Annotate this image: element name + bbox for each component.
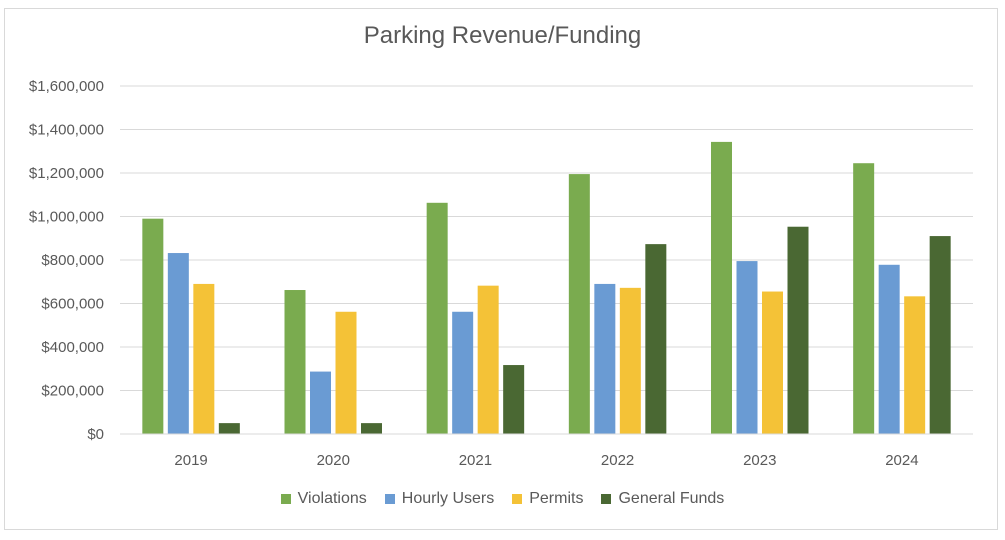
y-tick-label: $1,600,000 xyxy=(29,78,104,95)
bar-violations-2024 xyxy=(853,163,875,434)
legend-item-hourly-users: Hourly Users xyxy=(384,490,495,508)
legend-label: Hourly Users xyxy=(401,490,495,507)
chart-legend: Violations Hourly Users Permits General Fun… xyxy=(0,490,1005,508)
bar-general-funds-2022 xyxy=(645,244,667,434)
bar-violations-2021 xyxy=(426,202,448,434)
bar-general-funds-2021 xyxy=(503,365,525,434)
bar-permits-2021 xyxy=(477,285,499,434)
bar-hourly-users-2023 xyxy=(736,261,758,434)
y-tick-label: $1,200,000 xyxy=(29,165,104,182)
x-tick-label: 2019 xyxy=(174,452,207,469)
bar-violations-2023 xyxy=(711,141,732,434)
bar-general-funds-2023 xyxy=(787,226,809,434)
x-tick-label: 2024 xyxy=(885,452,918,469)
legend-swatch xyxy=(384,494,395,504)
legend-swatch xyxy=(601,494,612,504)
bar-permits-2022 xyxy=(619,287,641,434)
y-tick-label: $200,000 xyxy=(41,383,104,400)
bar-hourly-users-2021 xyxy=(452,311,474,434)
legend-label: Violations xyxy=(297,490,367,507)
bar-general-funds-2019 xyxy=(218,423,240,434)
bar-permits-2023 xyxy=(762,291,783,434)
legend-label: Permits xyxy=(529,490,584,507)
bar-violations-2022 xyxy=(568,174,590,434)
legend-swatch xyxy=(512,494,523,504)
legend-item-permits: Permits xyxy=(512,490,583,508)
y-tick-label: $400,000 xyxy=(41,339,104,356)
bar-hourly-users-2022 xyxy=(594,283,616,434)
x-tick-label: 2023 xyxy=(743,452,776,469)
y-tick-label: $600,000 xyxy=(41,296,104,313)
legend-label: General Funds xyxy=(618,490,725,507)
bar-permits-2019 xyxy=(193,283,215,434)
legend-item-violations: Violations xyxy=(280,490,367,508)
y-tick-label: $1,400,000 xyxy=(29,122,104,139)
bar-violations-2019 xyxy=(142,218,164,434)
x-tick-label: 2020 xyxy=(317,452,350,469)
x-tick-label: 2022 xyxy=(601,452,634,469)
bar-violations-2020 xyxy=(284,290,306,434)
bar-hourly-users-2019 xyxy=(167,253,189,434)
bar-general-funds-2020 xyxy=(361,423,382,434)
y-tick-label: $1,000,000 xyxy=(29,209,104,226)
y-tick-label: $0 xyxy=(87,426,104,443)
bar-permits-2024 xyxy=(904,296,926,434)
legend-swatch xyxy=(280,494,291,504)
y-tick-label: $800,000 xyxy=(41,252,104,269)
bar-hourly-users-2024 xyxy=(878,264,900,434)
bar-hourly-users-2020 xyxy=(310,371,331,434)
bar-permits-2020 xyxy=(335,311,357,434)
bar-general-funds-2024 xyxy=(929,236,951,434)
chart-title: Parking Revenue/Funding xyxy=(363,22,642,49)
legend-item-general-funds: General Funds xyxy=(601,490,724,508)
x-tick-label: 2021 xyxy=(459,452,492,469)
